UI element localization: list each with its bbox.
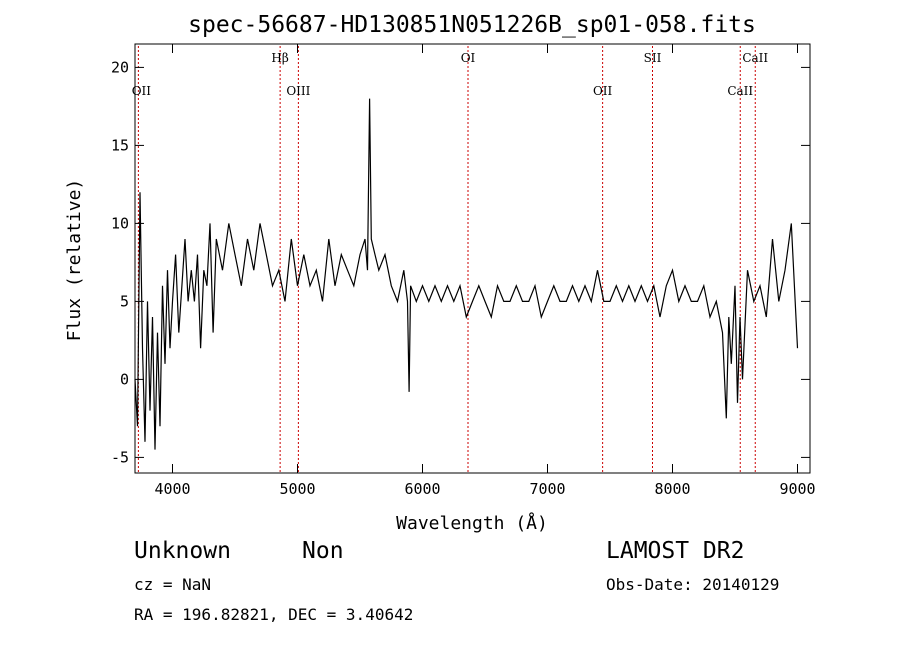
spectral-line-label: Hβ bbox=[271, 51, 288, 65]
chart-title: spec-56687-HD130851N051226B_sp01-058.fit… bbox=[188, 12, 756, 38]
y-tick-label: 10 bbox=[111, 214, 129, 232]
spectral-line-label: CaII bbox=[742, 51, 768, 65]
x-tick-label: 5000 bbox=[279, 480, 315, 498]
y-tick-label: 5 bbox=[120, 292, 129, 310]
class-label: Unknown bbox=[134, 538, 231, 564]
x-tick-label: 9000 bbox=[779, 480, 815, 498]
y-tick-label: 0 bbox=[120, 370, 129, 388]
y-axis-label: Flux (relative) bbox=[64, 179, 85, 342]
subclass-label: Non bbox=[302, 538, 344, 564]
x-tick-label: 8000 bbox=[654, 480, 690, 498]
spectral-line-label: OII bbox=[593, 84, 613, 98]
cz-value: cz = NaN bbox=[134, 575, 212, 594]
x-tick-label: 7000 bbox=[529, 480, 565, 498]
survey-label: LAMOST DR2 bbox=[606, 538, 745, 564]
coordinates: RA = 196.82821, DEC = 3.40642 bbox=[134, 605, 414, 624]
y-tick-label: 20 bbox=[111, 58, 129, 76]
y-tick-label: 15 bbox=[111, 136, 129, 154]
plot-frame bbox=[134, 43, 811, 474]
x-axis-label: Wavelength (Å) bbox=[396, 512, 548, 534]
x-tick-label: 6000 bbox=[404, 480, 440, 498]
spectral-line-label: SII bbox=[644, 51, 662, 65]
spectral-line-label: CaII bbox=[727, 84, 753, 98]
spectral-line-label: OI bbox=[461, 51, 476, 65]
spectrum-chart: spec-56687-HD130851N051226B_sp01-058.fit… bbox=[64, 12, 816, 534]
obs-date: Obs-Date: 20140129 bbox=[606, 575, 780, 594]
spectrum-series-line bbox=[134, 98, 799, 450]
spectral-line-label: OIII bbox=[286, 84, 310, 98]
spectral-line-label: OII bbox=[132, 84, 152, 98]
x-tick-label: 4000 bbox=[154, 480, 190, 498]
y-tick-label: -5 bbox=[111, 448, 129, 466]
